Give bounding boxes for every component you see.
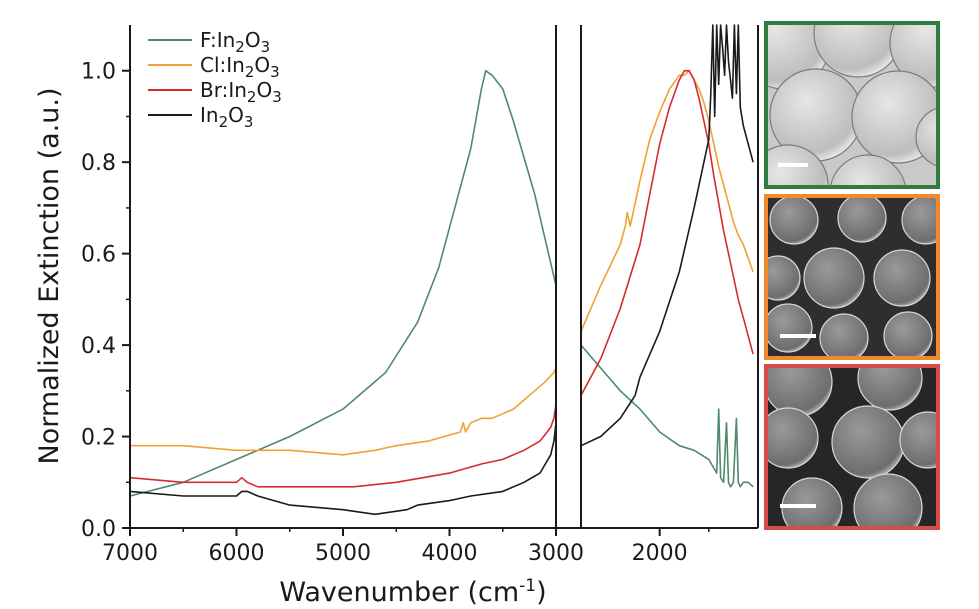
sem-micrograph — [768, 198, 936, 356]
series-line-in2o3-right — [580, 24, 754, 447]
series-line-br-in2o3-left — [129, 404, 557, 488]
y-tick-label: 0.0 — [81, 517, 116, 542]
x-tick-label: 5000 — [315, 541, 371, 566]
series-line-f-in2o3-left — [129, 69, 557, 497]
legend-label: F:In2O3 — [200, 28, 270, 56]
sem-micrograph — [768, 25, 936, 185]
y-tick-label: 1.0 — [81, 60, 116, 85]
x-tick-label: 6000 — [209, 541, 265, 566]
y-tick-label: 0.6 — [81, 243, 116, 268]
y-tick-label: 0.4 — [81, 334, 116, 359]
series-line-cl-in2o3-right — [580, 69, 754, 332]
x-tick-label: 4000 — [422, 541, 478, 566]
x-tick-label: 2000 — [632, 541, 688, 566]
y-tick-label: 0.2 — [81, 426, 116, 451]
legend-label: Cl:In2O3 — [200, 53, 280, 81]
series-line-br-in2o3-right — [580, 69, 754, 396]
series-line-f-in2o3-right — [580, 344, 754, 488]
sem-micrograph — [768, 368, 936, 526]
axis-break — [555, 25, 582, 528]
x-axis-title: Wavenumber (cm-1) — [279, 576, 546, 608]
series-line-cl-in2o3-left — [130, 367, 557, 456]
y-axis-ticks: 0.0 0.2 0.4 0.6 0.8 1.0 — [81, 60, 130, 542]
axes-frame — [129, 25, 759, 529]
scale-bar — [778, 163, 808, 167]
y-axis-title: Normalized Extinction (a.u.) — [34, 88, 65, 465]
plot-curves — [129, 24, 754, 516]
legend-label: In2O3 — [200, 103, 253, 131]
x-axis-ticks: 7000 6000 5000 4000 3000 2000 — [102, 528, 710, 566]
scale-bar — [780, 504, 816, 508]
sem-image-br-in2o3 — [764, 364, 940, 530]
axis-break-gap — [557, 25, 580, 528]
x-tick-label: 7000 — [102, 541, 158, 566]
series-line-in2o3-left — [129, 422, 557, 516]
x-tick-label: 3000 — [528, 541, 584, 566]
sem-image-f-in2o3 — [764, 21, 940, 189]
y-tick-label: 0.8 — [81, 151, 116, 176]
extinction-chart: 7000 6000 5000 4000 3000 2000 0.0 0.2 0.4 0.6 0.8… — [34, 24, 759, 608]
sem-image-cl-in2o3 — [764, 194, 940, 360]
legend-label: Br:In2O3 — [200, 78, 282, 106]
scale-bar — [780, 334, 816, 338]
